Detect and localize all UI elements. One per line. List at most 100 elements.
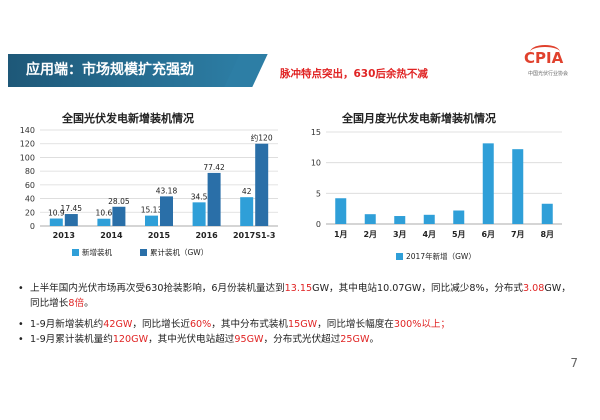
chart2-title: 全国月度光伏发电新增装机情况 [342,112,496,125]
x-tick-label: 4月 [422,230,436,239]
bullet-dot: • [18,319,24,330]
y-tick-label: 5 [316,189,321,198]
bar-cumulative [112,206,126,226]
data-label: 10.6 [96,209,113,218]
chart1-title: 全国光伏发电新增装机情况 [62,112,194,125]
bar-cumulative [207,172,221,226]
y-tick-label: 60 [25,181,35,190]
bar-new [240,197,254,226]
bullet-gap [18,311,578,318]
bar-month [364,214,376,224]
bullet-dot: • [18,283,24,294]
data-label: 34.5 [191,192,208,201]
bar-month [512,149,524,224]
bar-cumulative [255,143,269,226]
legend-label: 2017年新增（GW） [406,251,476,261]
page-number: 7 [570,356,578,370]
bullet-text: ，同比增长幅度在 [317,319,394,330]
chart-annual-installations: 0 20 40 60 80 100 120 140 10.917.45 2013 10.6 28.05… [20,126,278,257]
highlight-text: 300%以上； [393,319,451,330]
bar-month [541,203,553,224]
data-label: 15.13 [141,206,163,215]
bar-month [423,214,435,224]
y-tick-label: 100 [20,153,35,162]
bullet-item: • 上半年国内光伏市场再次受630抢装影响，6月份装机量达到13.15GW，其中电… [18,282,578,311]
headline: 脉冲特点突出，630后余热不减 [280,68,428,80]
bullet-text: 1-9月累计装机量约 [30,333,113,345]
data-label: 42 [242,187,252,196]
bullet-text: ，其中分布式装机 [211,319,289,330]
bar-month [482,143,494,224]
x-tick-label: 8月 [540,230,554,239]
bullet-text: GW，其中电站10.07GW，同比减少8%，分布式 [312,283,523,294]
bullet-text: ，分布式光伏超过 [263,333,341,345]
y-tick-label: 0 [30,222,35,231]
bullet-text: 。 [369,333,380,345]
bar-month [394,216,406,224]
bar-new [192,202,206,226]
chart-monthly-installations: 0 5 10 15 1月 2月 3月 4月 5月 6月 7月 8月 2017年新增（GW） [311,128,562,261]
bar-new [145,215,158,226]
data-label: 10.9 [48,209,65,218]
bar-cumulative [64,214,78,226]
slide-title: 应用端：市场规模扩充强劲 [26,62,194,78]
logo-mark: CPIA [524,49,564,67]
highlight-text: 3.08 [522,283,545,294]
highlight-text: 95GW [234,333,264,345]
cpia-logo: CPIA 中国光伏行业协会 [516,45,576,85]
bullet-text: 1-9月新增装机约 [30,319,104,330]
bullet-list: • 上半年国内光伏市场再次受630抢装影响，6月份装机量达到13.15GW，其中电… [18,282,578,347]
x-tick-label: 2014 [100,231,123,240]
data-label: 28.05 [108,197,130,206]
y-tick-label: 40 [25,195,35,204]
legend-swatch-cumulative [140,249,147,256]
highlight-text: 60% [189,319,212,330]
slide-title-bar: 应用端：市场规模扩充强劲 [8,54,268,87]
y-tick-label: 15 [311,128,321,137]
x-tick-label: 7月 [511,230,525,239]
bullet-item: • 1-9月累计装机量约120GW，其中光伏电站超过95GW，分布式光伏超过25G… [18,333,578,348]
highlight-text: 120GW [112,333,149,345]
x-tick-label: 3月 [393,230,407,239]
x-tick-label: 2月 [363,230,377,239]
y-tick-label: 10 [311,159,321,168]
data-label: 约120 [251,133,273,143]
highlight-text: 15GW [288,319,318,330]
bar-month [453,210,465,224]
bullet-text: 。 [84,297,94,309]
x-tick-label: 2016 [195,231,218,240]
bar-cumulative [160,196,173,226]
title-bar-decoration [224,54,268,87]
y-tick-label: 0 [316,220,321,229]
y-tick-label: 140 [20,126,35,135]
legend-label-new: 新增装机 [82,247,112,257]
bullet-dot: • [18,333,24,345]
bar-month [335,198,347,224]
bar-new [49,218,63,226]
x-tick-label: 2015 [148,231,171,240]
legend-swatch [396,253,403,260]
legend-swatch-new [72,249,79,256]
bullet-item: • 1-9月新增装机约42GW，同比增长近60%，其中分布式装机15GW，同比增长… [18,318,578,333]
bullet-text: GW，同比增长 [30,283,571,309]
x-tick-label: 2017S1-3 [233,231,275,240]
logo-arc [530,45,560,59]
x-tick-label: 1月 [334,230,348,239]
highlight-text: 8倍 [68,297,85,309]
y-tick-label: 20 [25,208,35,217]
data-label: 77.42 [203,163,225,172]
legend-label-cumulative: 累计装机（GW） [150,247,208,257]
bullet-text: ，同比增长近 [132,319,190,330]
bar-new [97,218,111,226]
y-tick-label: 120 [20,140,35,149]
x-tick-label: 5月 [452,230,466,239]
x-tick-label: 2013 [53,231,75,240]
y-tick-label: 80 [25,167,35,176]
highlight-text: 25GW [340,333,370,345]
data-label: 17.45 [61,204,83,213]
logo-subtext: 中国光伏行业协会 [527,71,568,77]
data-label: 43.18 [156,186,178,195]
bullet-text: ，其中光伏电站超过 [148,333,235,345]
highlight-text: 42GW [103,319,133,330]
